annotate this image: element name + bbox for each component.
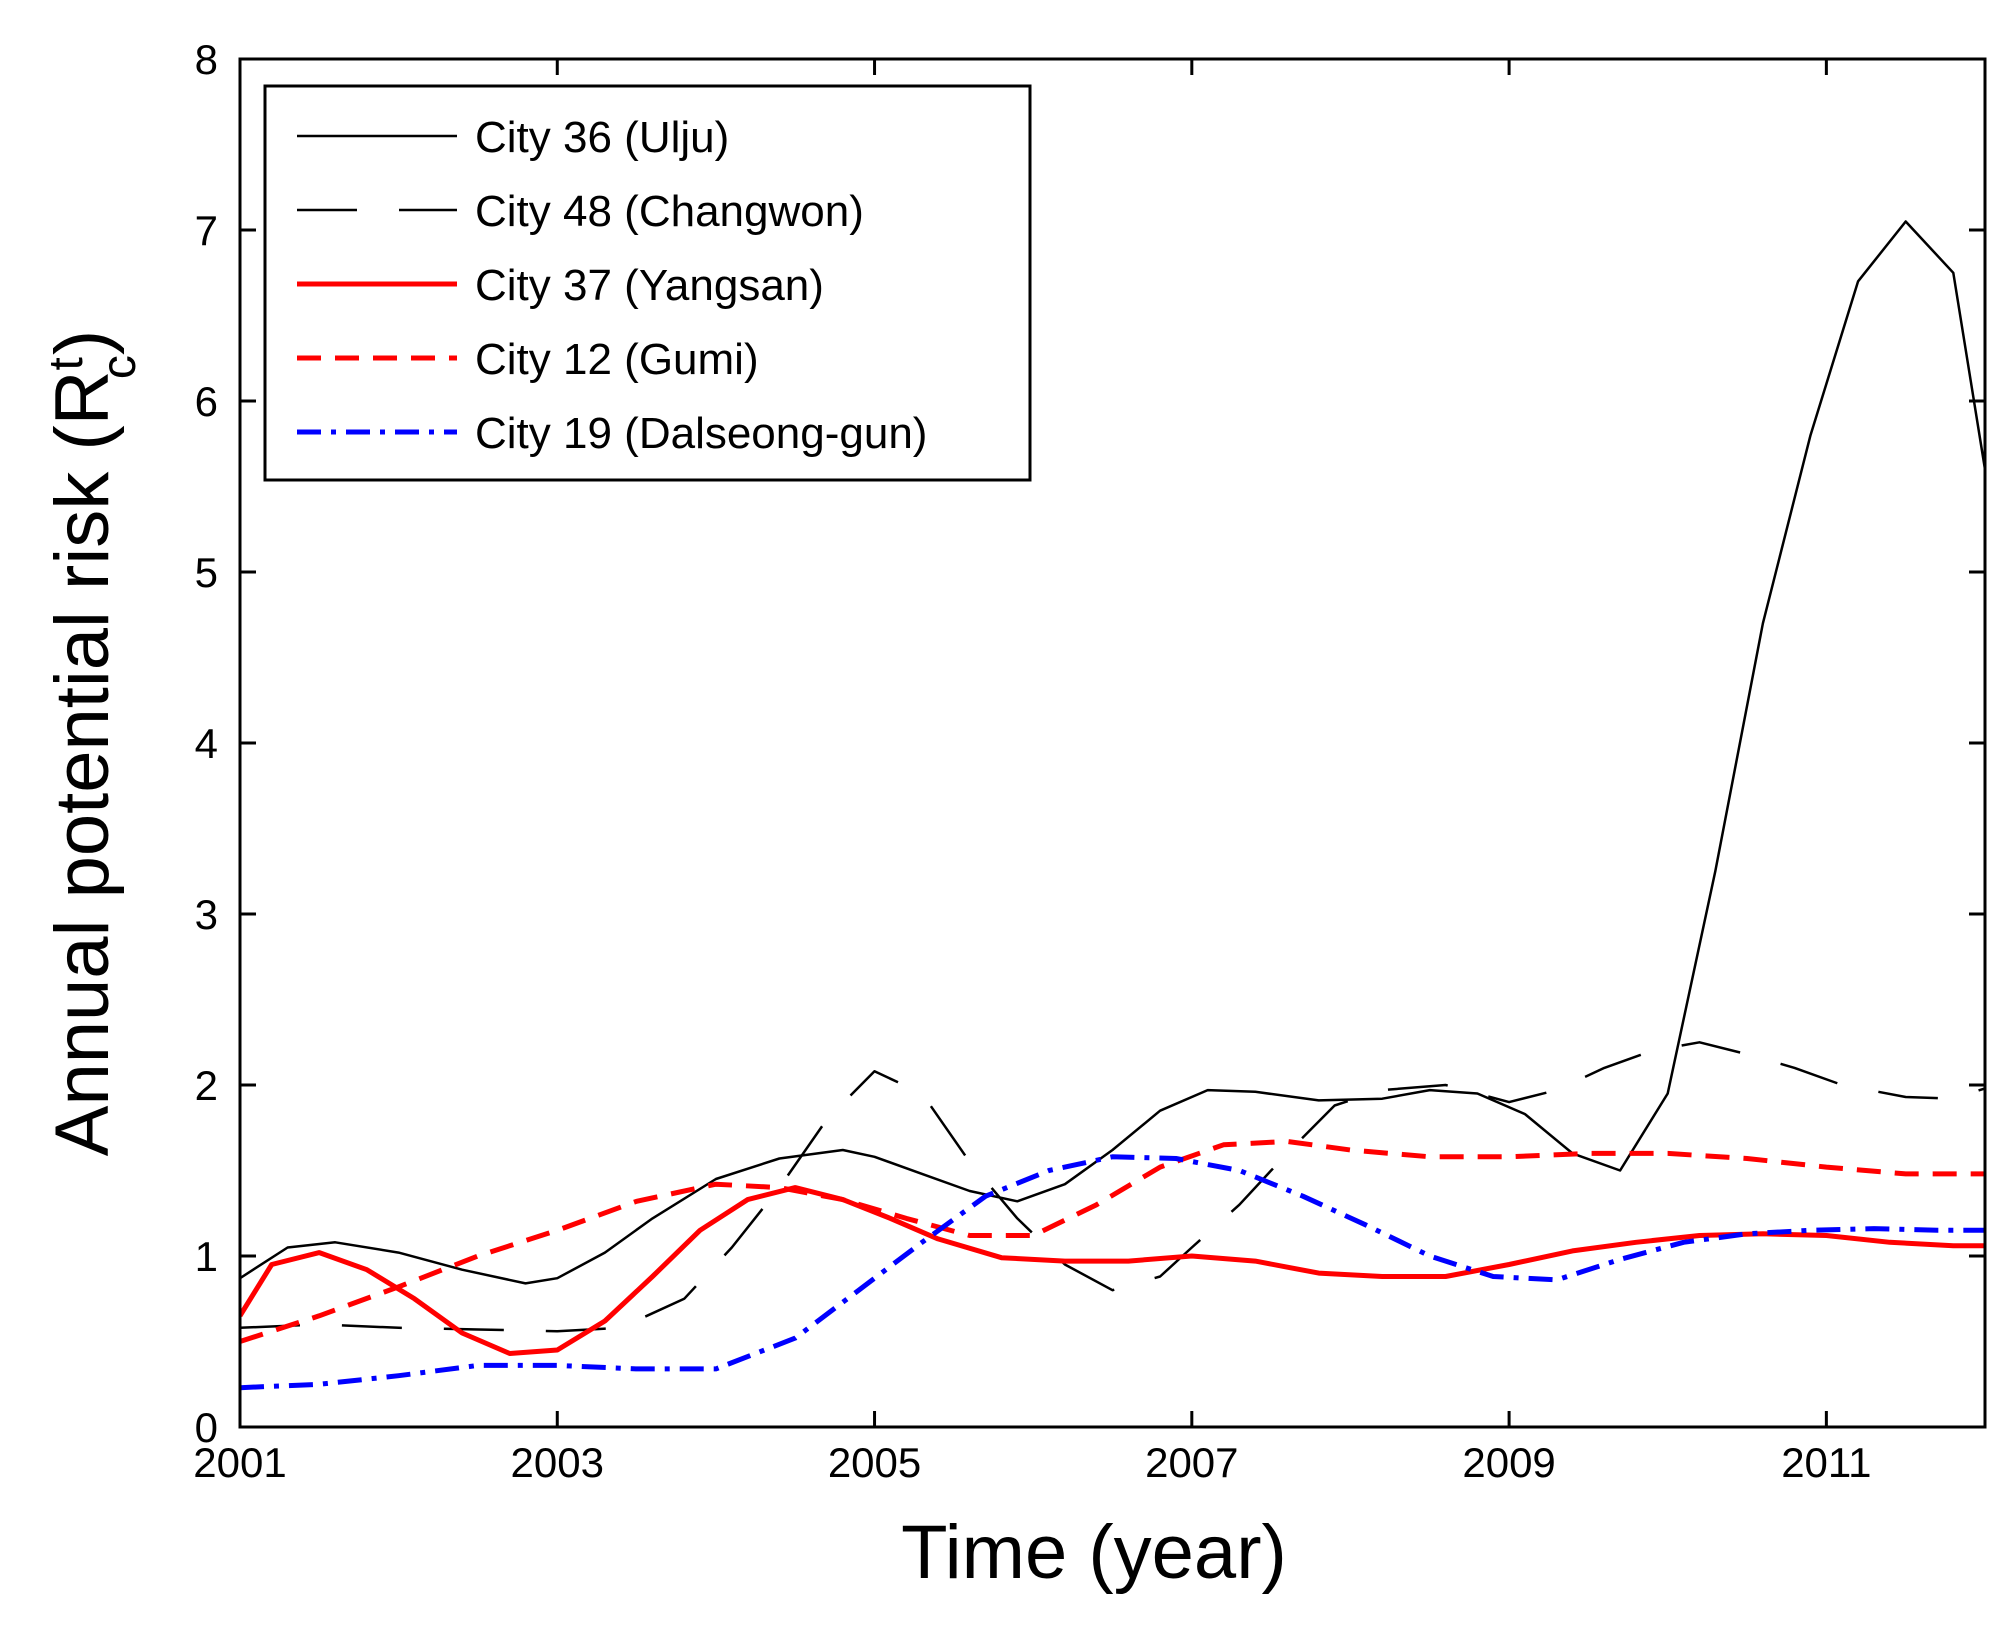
legend-label-3: City 37 (Yangsan)	[475, 261, 824, 310]
y-tick-label: 4	[195, 720, 218, 767]
series-line-3	[240, 1185, 1985, 1356]
x-tick-label: 2001	[193, 1439, 286, 1486]
plot-area	[240, 220, 1985, 1391]
x-tick-label: 2003	[511, 1439, 604, 1486]
y-tick-label: 5	[195, 549, 218, 596]
y-tick-label: 2	[195, 1062, 218, 1109]
y-tick-label: 8	[195, 36, 218, 83]
y-tick-label: 0	[195, 1404, 218, 1451]
y-tick-label: 6	[195, 378, 218, 425]
legend: City 36 (Ulju) City 48 (Changwon) City 37 …	[263, 84, 1032, 482]
series-line-5	[240, 1154, 1985, 1391]
y-tick-label: 7	[195, 207, 218, 254]
series-line-2	[240, 1041, 1985, 1333]
series-line-4	[240, 1138, 1985, 1344]
y-axis-label-close: )	[40, 330, 125, 355]
x-tick-label: 2007	[1145, 1439, 1238, 1486]
y-axis-label: Annual potential risk (Rtc)	[40, 330, 146, 1156]
x-axis-label: Time (year)	[901, 1510, 1287, 1595]
legend-label-5: City 19 (Dalseong-gun)	[475, 409, 927, 458]
axes: 2001 2003 2005 2007 2009 2011 0 1 2 3 4 5 6 7 8	[193, 36, 1987, 1486]
y-tick-label: 3	[195, 891, 218, 938]
legend-label-1: City 36 (Ulju)	[475, 113, 729, 162]
legend-label-4: City 12 (Gumi)	[475, 335, 759, 384]
series-lines	[240, 220, 1985, 1391]
series-line-1	[240, 220, 1985, 1285]
x-tick-label: 2005	[828, 1439, 921, 1486]
x-tick-label: 2011	[1781, 1439, 1871, 1486]
y-axis-label-sub: c	[93, 355, 146, 379]
x-tick-label: 2009	[1462, 1439, 1555, 1486]
y-axis-label-sup: t	[40, 357, 93, 370]
y-tick-label: 1	[195, 1233, 218, 1280]
legend-label-2: City 48 (Changwon)	[475, 187, 864, 236]
y-axis-label-main: Annual potential risk (R	[40, 370, 125, 1156]
